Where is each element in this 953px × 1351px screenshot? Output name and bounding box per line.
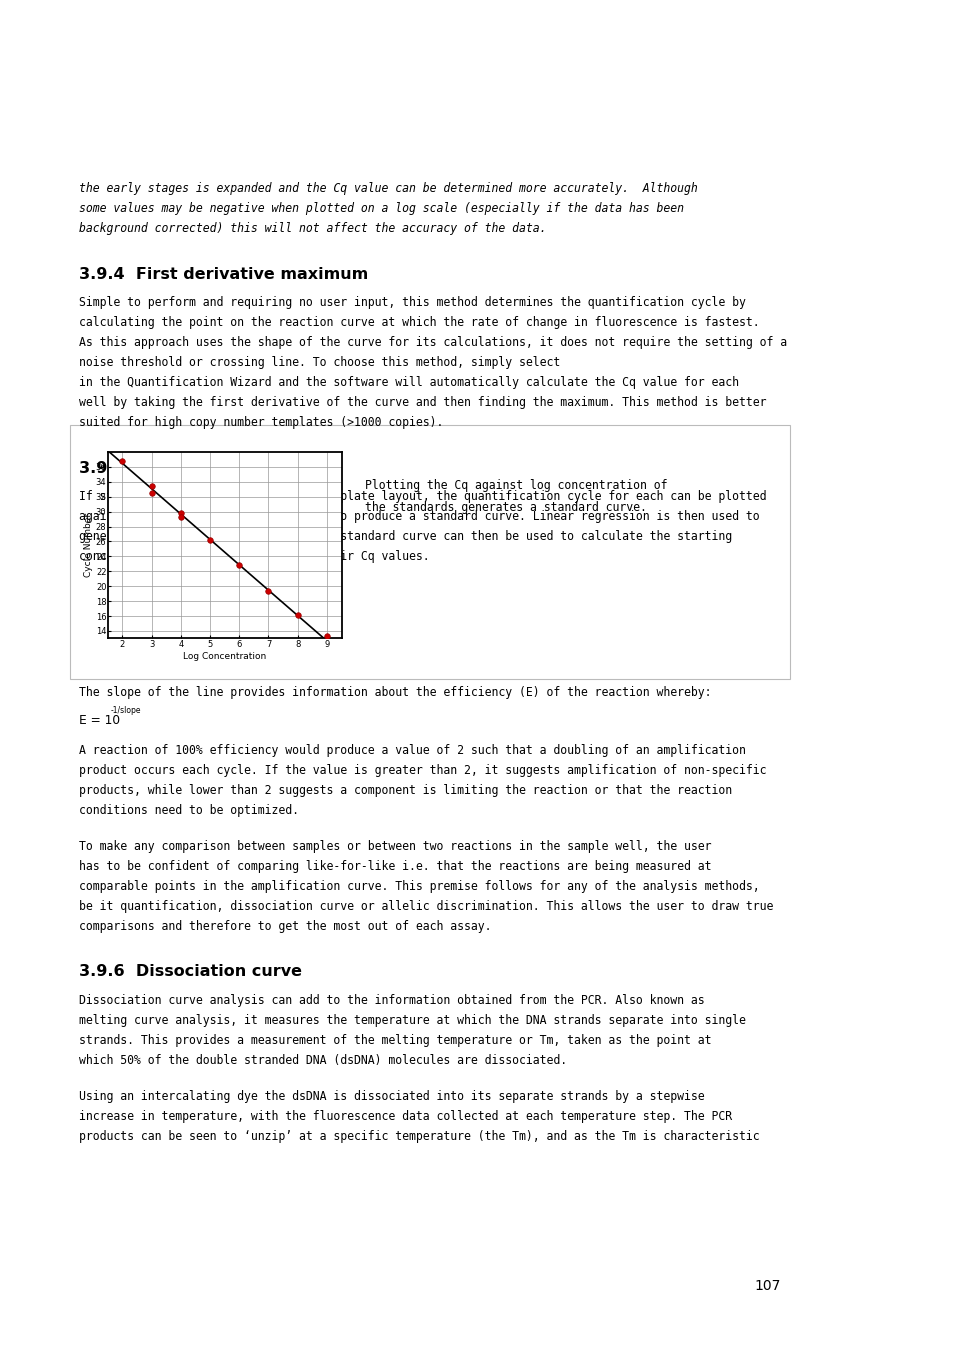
- Point: [144, 474, 159, 496]
- Point: [173, 507, 189, 528]
- Text: 3.9.5  Standard curve: 3.9.5 Standard curve: [79, 461, 274, 476]
- Point: [144, 482, 159, 504]
- Point: [202, 530, 217, 551]
- Text: be it quantification, dissociation curve or allelic discrimination. This allows : be it quantification, dissociation curve…: [79, 900, 773, 913]
- Text: background corrected) this will not affect the accuracy of the data.: background corrected) this will not affe…: [79, 223, 546, 235]
- Text: y = -3.402x + 43.278: y = -3.402x + 43.278: [171, 597, 301, 608]
- Point: [114, 450, 130, 471]
- Text: A reaction of 100% efficiency would produce a value of 2 such that a doubling of: A reaction of 100% efficiency would prod…: [79, 743, 745, 757]
- Text: If standards have been defined in the plate layout, the quantification cycle for: If standards have been defined in the pl…: [79, 490, 766, 504]
- Text: R² = 0.999  E = 1.967: R² = 0.999 E = 1.967: [170, 616, 303, 627]
- Text: To make any comparison between samples or between two reactions in the sample we: To make any comparison between samples o…: [79, 840, 711, 852]
- X-axis label: Log Concentration: Log Concentration: [183, 651, 266, 661]
- Text: Simple to perform and requiring no user input, this method determines the quanti: Simple to perform and requiring no user …: [79, 296, 745, 309]
- Text: E = 10: E = 10: [79, 713, 120, 727]
- Text: against the log of its concentration to produce a standard curve. Linear regress: against the log of its concentration to …: [79, 511, 759, 523]
- Text: 107: 107: [753, 1279, 780, 1293]
- Point: [319, 626, 335, 647]
- Text: strands. This provides a measurement of the melting temperature or Tm, taken as : strands. This provides a measurement of …: [79, 1034, 711, 1047]
- Text: calculating the point on the reaction curve at which the rate of change in fluor: calculating the point on the reaction cu…: [79, 316, 759, 330]
- Text: comparisons and therefore to get the most out of each assay.: comparisons and therefore to get the mos…: [79, 920, 491, 932]
- Text: 3.9.4  First derivative maximum: 3.9.4 First derivative maximum: [79, 266, 368, 282]
- Text: Dissociation curve analysis can add to the information obtained from the PCR. Al: Dissociation curve analysis can add to t…: [79, 994, 704, 1006]
- Text: products can be seen to ‘unzip’ at a specific temperature (the Tm), and as the T: products can be seen to ‘unzip’ at a spe…: [79, 1129, 759, 1143]
- Text: some values may be negative when plotted on a log scale (especially if the data : some values may be negative when plotted…: [79, 203, 683, 215]
- Text: -1/slope: -1/slope: [111, 707, 141, 715]
- Text: conditions need to be optimized.: conditions need to be optimized.: [79, 804, 299, 816]
- Text: has to be confident of comparing like-for-like i.e. that the reactions are being: has to be confident of comparing like-fo…: [79, 859, 711, 873]
- Text: the standards generates a standard curve.: the standards generates a standard curve…: [365, 501, 646, 513]
- Text: comparable points in the amplification curve. This premise follows for any of th: comparable points in the amplification c…: [79, 880, 759, 893]
- Text: noise threshold or crossing line. To choose this method, simply select: noise threshold or crossing line. To cho…: [79, 357, 567, 369]
- Text: Plotting the Cq against log concentration of: Plotting the Cq against log concentratio…: [365, 480, 667, 492]
- Text: concentration of the unknowns from their Cq values.: concentration of the unknowns from their…: [79, 550, 430, 563]
- Text: melting curve analysis, it measures the temperature at which the DNA strands sep: melting curve analysis, it measures the …: [79, 1013, 745, 1027]
- Text: well by taking the first derivative of the curve and then finding the maximum. T: well by taking the first derivative of t…: [79, 396, 766, 409]
- Text: 3.9.6  Dissociation curve: 3.9.6 Dissociation curve: [79, 965, 302, 979]
- Text: increase in temperature, with the fluorescence data collected at each temperatur: increase in temperature, with the fluore…: [79, 1111, 732, 1123]
- Y-axis label: Cycle Number: Cycle Number: [84, 513, 92, 577]
- Text: which 50% of the double stranded DNA (dsDNA) molecules are dissociated.: which 50% of the double stranded DNA (ds…: [79, 1054, 567, 1067]
- Text: in the Quantification Wizard and the software will automatically calculate the C: in the Quantification Wizard and the sof…: [79, 377, 739, 389]
- Text: product occurs each cycle. If the value is greater than 2, it suggests amplifica: product occurs each cycle. If the value …: [79, 763, 766, 777]
- Point: [232, 554, 247, 576]
- Point: [173, 503, 189, 524]
- Text: products, while lower than 2 suggests a component is limiting the reaction or th: products, while lower than 2 suggests a …: [79, 784, 732, 797]
- Text: generate a straight line plot and the standard curve can then be used to calcula: generate a straight line plot and the st…: [79, 531, 732, 543]
- Text: As this approach uses the shape of the curve for its calculations, it does not r: As this approach uses the shape of the c…: [79, 336, 786, 350]
- Bar: [70, 426, 789, 680]
- Text: The slope of the line provides information about the efficiency (E) of the react: The slope of the line provides informati…: [79, 686, 711, 698]
- Text: the early stages is expanded and the Cq value can be determined more accurately.: the early stages is expanded and the Cq …: [79, 182, 698, 196]
- Point: [260, 581, 275, 603]
- Text: Using an intercalating dye the dsDNA is dissociated into its separate strands by: Using an intercalating dye the dsDNA is …: [79, 1090, 704, 1102]
- Point: [290, 604, 305, 626]
- Text: suited for high copy number templates (>1000 copies).: suited for high copy number templates (>…: [79, 416, 443, 430]
